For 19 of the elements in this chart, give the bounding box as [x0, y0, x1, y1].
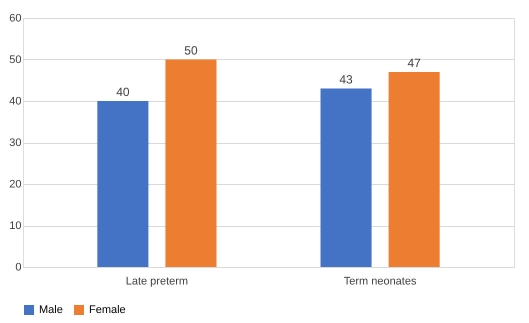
data-label: 47 [407, 56, 422, 70]
bar [388, 72, 440, 267]
data-label: 40 [116, 85, 130, 99]
data-label: 50 [184, 44, 198, 58]
y-tick-label: 60 [9, 12, 22, 24]
data-label: 43 [339, 72, 354, 87]
y-tick-label: 30 [9, 137, 22, 149]
bar [97, 101, 148, 267]
x-tick-label: Late preterm [126, 276, 188, 288]
y-tick-label: 10 [9, 220, 22, 232]
y-tick-label: 50 [9, 54, 22, 66]
bar [165, 60, 216, 267]
bar [320, 88, 372, 267]
legend-label: Male [39, 304, 63, 316]
legend-label: Female [89, 304, 126, 316]
y-tick-label: 40 [9, 96, 22, 108]
y-tick-label: 0 [15, 262, 22, 274]
y-tick-label: 20 [9, 178, 22, 190]
x-tick-label: Term neonates [344, 276, 417, 288]
